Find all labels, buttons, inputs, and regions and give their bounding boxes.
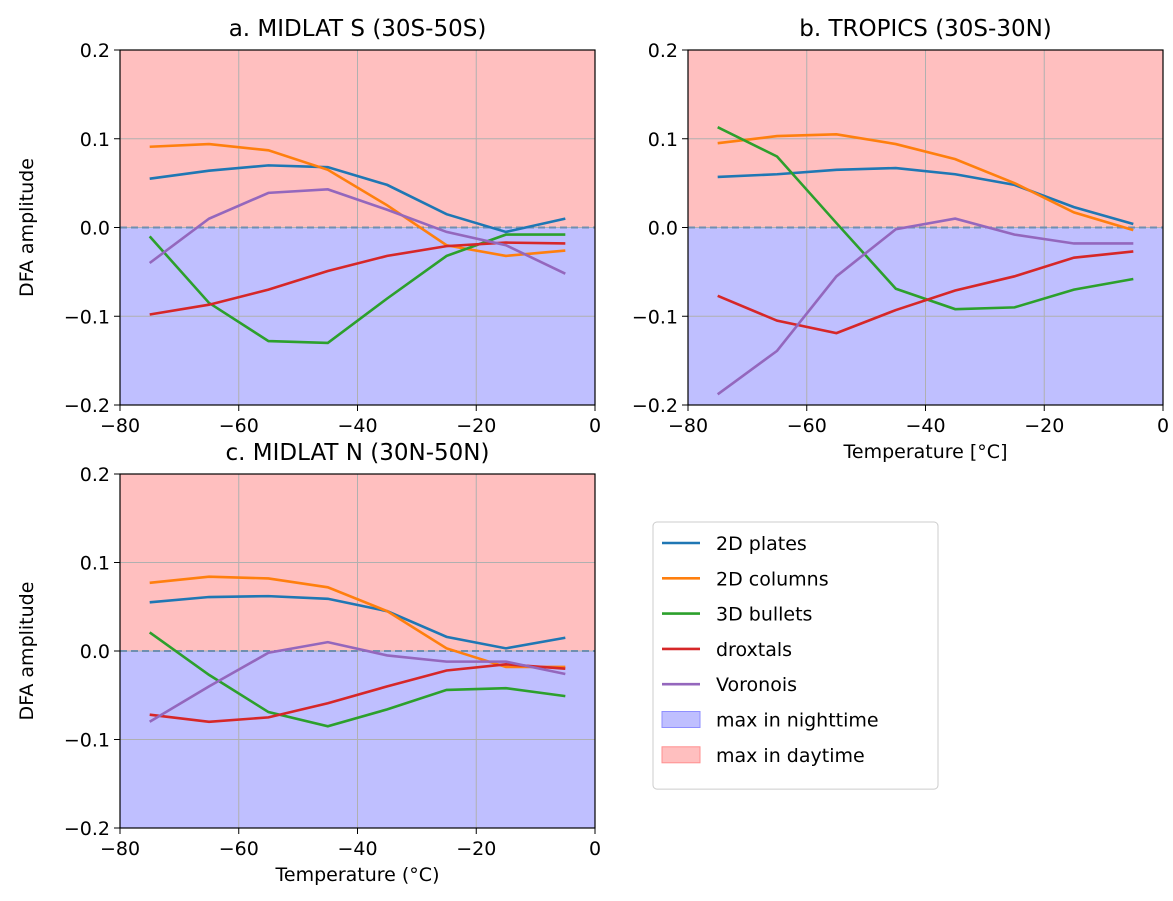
series-line: [148, 188, 566, 275]
y-tick-label: −0.1: [632, 306, 678, 328]
legend-label: droxtals: [716, 639, 792, 661]
y-tick-label: −0.1: [64, 306, 110, 328]
legend-frame: [652, 521, 939, 790]
x-axis-label: Temperature (°C): [275, 864, 440, 886]
x-tick-label: −80: [668, 415, 708, 437]
series-line: [717, 250, 1134, 335]
y-tick-label: 0.2: [80, 40, 110, 62]
axes-frame: [119, 473, 596, 829]
y-tick-label: 0.1: [648, 129, 678, 151]
y-tick-label: −0.2: [632, 395, 678, 417]
y-tick-label: 0.2: [80, 464, 110, 486]
series-line: [149, 594, 566, 650]
series-line: [717, 133, 1134, 232]
subplot: −0.2 −0.1 0.0 0.1 0.2 −80 −60 −40 −20 0 b. TROPICS…: [632, 16, 1169, 463]
legend-swatch: [661, 746, 701, 764]
legend-label: max in nighttime: [716, 710, 879, 732]
y-tick-label: 0.0: [648, 218, 678, 240]
y-tick-label: 0.0: [80, 641, 110, 663]
y-tick-label: −0.2: [64, 818, 110, 840]
x-tick-label: −60: [219, 415, 259, 437]
legend: 2D plates 2D columns 3D bullets droxtals Vor…: [652, 521, 939, 790]
y-tick-label: 0.1: [80, 129, 110, 151]
y-tick-label: −0.1: [64, 730, 110, 752]
x-tick-label: −20: [456, 415, 496, 437]
series-line: [149, 640, 566, 723]
x-tick-label: −40: [905, 415, 945, 437]
x-tick-label: −40: [337, 415, 377, 437]
legend-label: Voronois: [716, 674, 797, 696]
y-tick-label: 0.1: [80, 553, 110, 575]
x-axis-label: Temperature [°C]: [843, 441, 1008, 463]
x-tick-label: 0: [1157, 415, 1169, 437]
legend-label: 2D columns: [716, 568, 829, 590]
y-axis-label: DFA amplitude: [16, 582, 38, 721]
subplot: −0.2 −0.1 0.0 0.1 0.2 −80 −60 −40 −20 0 a. MIDLAT …: [16, 16, 601, 437]
x-tick-label: 0: [589, 415, 601, 437]
series-line: [149, 164, 566, 234]
axes-frame: [119, 49, 596, 406]
legend-label: max in daytime: [716, 745, 865, 767]
series-line: [148, 233, 566, 345]
x-tick-label: −20: [1024, 415, 1064, 437]
x-tick-label: −60: [787, 415, 827, 437]
subplot-title: c. MIDLAT N (30N-50N): [226, 440, 490, 466]
x-tick-label: 0: [589, 838, 601, 860]
x-tick-label: −80: [100, 838, 140, 860]
series-line: [717, 166, 1134, 226]
x-tick-label: −40: [337, 838, 377, 860]
series-line: [149, 575, 566, 669]
y-axis-label: DFA amplitude: [16, 158, 38, 297]
series-line: [149, 662, 566, 724]
subplot-title: b. TROPICS (30S-30N): [799, 16, 1052, 42]
x-tick-label: −80: [100, 415, 140, 437]
y-tick-label: 0.0: [80, 218, 110, 240]
x-tick-label: −20: [456, 838, 496, 860]
legend-swatch: [661, 711, 701, 728]
x-tick-label: −60: [219, 838, 259, 860]
legend-label: 2D plates: [716, 533, 807, 555]
y-tick-label: −0.2: [64, 395, 110, 417]
axes-frame: [687, 49, 1164, 406]
legend-label: 3D bullets: [716, 604, 812, 626]
series-line: [149, 142, 566, 258]
subplot-title: a. MIDLAT S (30S-50S): [229, 16, 487, 42]
subplot: −0.2 −0.1 0.0 0.1 0.2 −80 −60 −40 −20 0 c. MIDLAT …: [16, 440, 601, 886]
y-tick-label: 0.2: [648, 40, 678, 62]
series-line: [716, 217, 1134, 396]
